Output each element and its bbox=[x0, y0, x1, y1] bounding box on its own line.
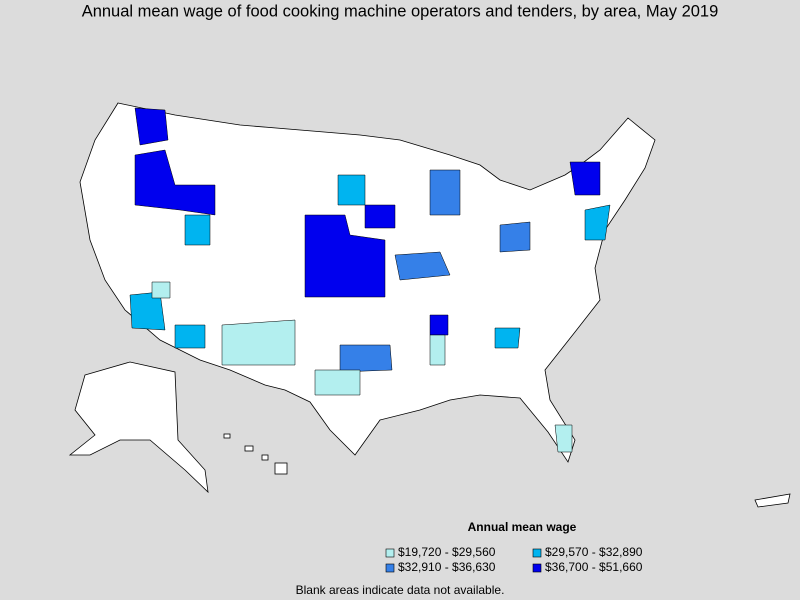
wage-areas bbox=[129, 107, 611, 453]
area bbox=[584, 204, 611, 241]
legend-label: $19,720 - $29,560 bbox=[398, 545, 496, 559]
footnote: Blank areas indicate data not available. bbox=[296, 583, 505, 597]
area bbox=[429, 169, 461, 216]
legend-label: $32,910 - $36,630 bbox=[398, 560, 496, 574]
area bbox=[429, 334, 446, 366]
area bbox=[134, 149, 216, 216]
area bbox=[151, 281, 171, 299]
legend: $19,720 - $29,560 $29,570 - $32,890 $32,91… bbox=[385, 545, 643, 574]
legend-swatch bbox=[532, 548, 542, 558]
area bbox=[304, 214, 386, 298]
area bbox=[314, 369, 361, 396]
legend-label: $29,570 - $32,890 bbox=[545, 545, 643, 559]
area bbox=[499, 221, 531, 253]
area bbox=[337, 174, 366, 206]
map-title: Annual mean wage of food cooking machine… bbox=[82, 2, 719, 20]
area bbox=[554, 424, 573, 453]
area bbox=[429, 314, 449, 336]
area bbox=[174, 324, 206, 349]
area bbox=[129, 291, 166, 331]
area bbox=[221, 319, 296, 366]
area bbox=[134, 107, 169, 146]
legend-swatch bbox=[385, 563, 395, 573]
hawaii bbox=[223, 433, 288, 475]
area bbox=[364, 204, 396, 229]
area bbox=[339, 344, 393, 373]
legend-swatch bbox=[532, 563, 542, 573]
legend-swatch bbox=[385, 548, 395, 558]
area bbox=[184, 214, 211, 246]
puerto-rico bbox=[754, 493, 791, 508]
alaska bbox=[68, 361, 209, 494]
legend-label: $36,700 - $51,660 bbox=[545, 560, 643, 574]
legend-title: Annual mean wage bbox=[468, 520, 577, 534]
area bbox=[494, 327, 521, 349]
area bbox=[569, 161, 601, 196]
area bbox=[394, 251, 451, 281]
